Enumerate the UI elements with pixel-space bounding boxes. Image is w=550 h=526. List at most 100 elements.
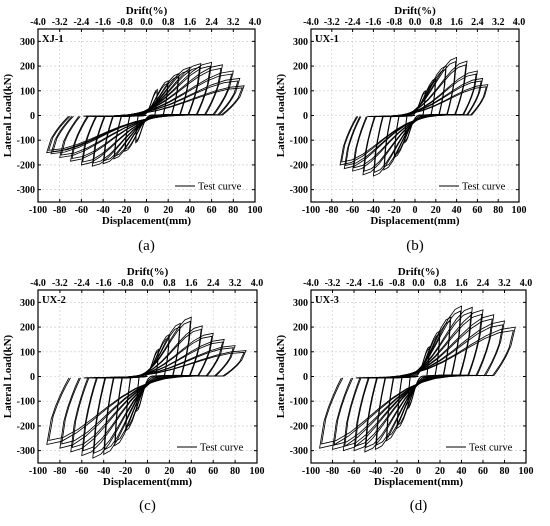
hysteresis-loop — [321, 329, 514, 445]
x-tick-label: 80 — [230, 466, 240, 477]
y-tick-label: -100 — [17, 136, 35, 147]
y-tick-label: -300 — [17, 185, 35, 196]
series-test-curve — [319, 305, 516, 453]
x2-tick-label: 1.6 — [455, 278, 468, 289]
x2-tick-label: 3.2 — [229, 278, 242, 289]
x2-tick-label: 0.8 — [162, 17, 175, 28]
chart-panel: -100 -80 -60 -40 -20 0 20 40 60 80 100-4.0 -3.2 -2.4… — [2, 5, 263, 227]
y-tick-label: -300 — [290, 185, 308, 196]
y-tick-label: 300 — [293, 298, 308, 309]
x-tick-label: 60 — [472, 205, 482, 216]
y-tick-label: 0 — [30, 372, 35, 383]
y-tick-label: -300 — [290, 446, 308, 457]
x-tick-label: 0 — [145, 466, 150, 477]
x2-tick-label: -0.8 — [386, 17, 402, 28]
y-tick-label: 100 — [20, 347, 35, 358]
y-tick-label: 100 — [293, 86, 308, 97]
x-tick-label: 80 — [493, 205, 503, 216]
x2-tick-label: -4.0 — [303, 278, 319, 289]
x-tick-label: -60 — [347, 466, 360, 477]
x-tick-label: -80 — [53, 205, 66, 216]
x2-tick-label: 4.0 — [520, 278, 533, 289]
specimen-label: XJ-1 — [42, 34, 64, 45]
x-tick-label: -40 — [97, 466, 110, 477]
x2-tick-label: 3.2 — [498, 278, 511, 289]
x2-tick-label: -3.2 — [325, 278, 341, 289]
x-tick-label: -20 — [390, 466, 403, 477]
x-tick-label: -80 — [53, 466, 66, 477]
x-tick-label: 0 — [416, 466, 421, 477]
x2-tick-label: -1.6 — [96, 278, 112, 289]
y-tick-label: 300 — [293, 37, 308, 48]
x-tick-label: -100 — [302, 205, 320, 216]
x2-tick-label: -2.4 — [346, 278, 362, 289]
x-tick-label: -100 — [29, 205, 47, 216]
series-test-curve — [339, 56, 489, 177]
x-tick-label: -80 — [326, 466, 339, 477]
x2-tick-label: 0.8 — [430, 17, 443, 28]
x-axis-label: Displacement(mm) — [374, 476, 464, 488]
chart-panel: -100 -80 -60 -40 -20 0 20 40 60 80 100-4.0 -3.2 -2.4… — [275, 5, 527, 227]
x2-tick-label: 0.0 — [140, 17, 153, 28]
x2-tick-label: 2.4 — [207, 278, 220, 289]
x-tick-label: 40 — [457, 466, 467, 477]
x2-tick-label: 1.6 — [450, 17, 463, 28]
x2-tick-label: 1.6 — [185, 278, 198, 289]
x2-tick-label: 3.2 — [492, 17, 505, 28]
x-axis-label: Displacement(mm) — [102, 215, 192, 227]
x-tick-label: 40 — [452, 205, 462, 216]
panel-caption: (c) — [139, 498, 156, 514]
x2-tick-label: 1.6 — [184, 17, 197, 28]
series-test-curve — [46, 61, 245, 167]
x-tick-label: 60 — [208, 466, 218, 477]
x2-tick-label: 4.0 — [251, 278, 264, 289]
x-tick-label: 100 — [250, 466, 265, 477]
x2-axis-label: Drift(%) — [127, 266, 169, 278]
x-tick-label: 20 — [163, 205, 173, 216]
x2-tick-label: 2.4 — [205, 17, 218, 28]
x2-axis-label: Drift(%) — [126, 5, 168, 17]
x-tick-label: -100 — [302, 466, 320, 477]
y-tick-label: 100 — [20, 86, 35, 97]
x2-tick-label: -3.2 — [52, 278, 68, 289]
x-tick-label: -100 — [29, 466, 47, 477]
y-axis-label: Lateral Load(kN) — [275, 73, 287, 157]
legend-label: Test curve — [198, 182, 242, 193]
x2-tick-label: 2.4 — [471, 17, 484, 28]
x2-tick-label: -1.6 — [365, 17, 381, 28]
y-tick-label: 200 — [20, 62, 35, 73]
x-tick-label: 0 — [413, 205, 418, 216]
x-tick-label: 0 — [144, 205, 149, 216]
y-tick-label: 300 — [20, 37, 35, 48]
x2-tick-label: -2.4 — [73, 17, 89, 28]
x-tick-label: 40 — [185, 205, 195, 216]
x2-tick-label: 0.0 — [141, 278, 154, 289]
x2-tick-label: -2.4 — [345, 17, 361, 28]
x-axis-label: Displacement(mm) — [370, 215, 460, 227]
x-tick-label: 40 — [186, 466, 196, 477]
y-tick-label: 200 — [20, 323, 35, 334]
x-tick-label: -20 — [119, 466, 132, 477]
x2-tick-label: -0.8 — [117, 17, 133, 28]
y-tick-label: -200 — [17, 160, 35, 171]
y-tick-label: 0 — [30, 111, 35, 122]
x2-tick-label: -1.6 — [95, 17, 111, 28]
x-axis-label: Displacement(mm) — [103, 476, 193, 488]
specimen-label: UX-2 — [42, 295, 66, 306]
panel-caption: (b) — [406, 238, 424, 254]
x-tick-label: -80 — [325, 205, 338, 216]
y-tick-label: -200 — [290, 421, 308, 432]
x-tick-label: 80 — [228, 205, 238, 216]
hysteresis-loop — [82, 335, 213, 452]
x-tick-label: -20 — [118, 205, 131, 216]
x2-tick-label: 2.4 — [477, 278, 490, 289]
legend-label: Test curve — [200, 443, 244, 454]
legend-label: Test curve — [462, 182, 506, 193]
y-axis-label: Lateral Load(kN) — [275, 334, 287, 418]
hysteresis-loop — [48, 87, 243, 151]
y-tick-label: 100 — [293, 347, 308, 358]
x2-tick-label: 0.8 — [163, 278, 176, 289]
y-tick-label: -100 — [290, 136, 308, 147]
x2-tick-label: -1.6 — [368, 278, 384, 289]
x-tick-label: -60 — [75, 466, 88, 477]
